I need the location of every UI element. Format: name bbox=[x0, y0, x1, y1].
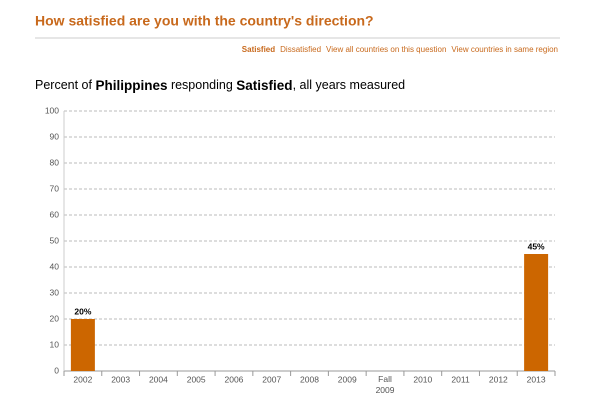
y-tick-label: 100 bbox=[45, 105, 59, 115]
subtitle-part: Satisfied bbox=[236, 78, 292, 93]
x-tick-label: 2008 bbox=[300, 374, 319, 384]
y-tick-label: 60 bbox=[50, 209, 60, 219]
bar bbox=[524, 254, 549, 371]
subtitle-part: , all years measured bbox=[293, 78, 406, 92]
chart-subtitle: Percent of Philippines responding Satisf… bbox=[35, 78, 405, 93]
bar bbox=[70, 319, 95, 371]
x-tick-label: 2006 bbox=[225, 374, 244, 384]
x-tick-label: 2010 bbox=[413, 374, 432, 384]
value-label: 45% bbox=[528, 241, 545, 251]
nav-link[interactable]: Dissatisfied bbox=[280, 45, 321, 54]
nav-link[interactable]: View all countries on this question bbox=[326, 45, 446, 54]
subtitle-part: Philippines bbox=[95, 78, 167, 93]
x-tick-label: 2013 bbox=[527, 374, 546, 384]
x-tick-label: 2009 bbox=[338, 374, 357, 384]
nav-link[interactable]: Satisfied bbox=[242, 45, 275, 54]
x-tick-label: 2012 bbox=[489, 374, 508, 384]
x-tick-label: 2005 bbox=[187, 374, 206, 384]
x-tick-label: 2011 bbox=[451, 374, 470, 384]
x-tick-label: 2004 bbox=[149, 374, 168, 384]
y-tick-label: 0 bbox=[54, 365, 59, 375]
y-tick-label: 10 bbox=[50, 339, 60, 349]
value-label: 20% bbox=[74, 306, 91, 316]
y-tick-label: 20 bbox=[50, 313, 60, 323]
y-tick-label: 50 bbox=[50, 235, 60, 245]
x-tick-label: 2002 bbox=[73, 374, 92, 384]
subtitle-part: responding bbox=[167, 78, 236, 92]
nav-link[interactable]: View countries in same region bbox=[451, 45, 558, 54]
x-tick-label: 2007 bbox=[262, 374, 281, 384]
plot: 0 10 20 30 40 50 60 70 80 90 100 2002 20% 2003 2004 200… bbox=[45, 105, 556, 395]
y-tick-label: 80 bbox=[50, 157, 60, 167]
x-tick-label: 2003 bbox=[111, 374, 130, 384]
y-tick-label: 70 bbox=[50, 183, 60, 193]
y-tick-label: 30 bbox=[50, 287, 60, 297]
nav: View countries in same region View all co… bbox=[242, 45, 558, 54]
subtitle-part: Percent of bbox=[35, 78, 95, 92]
page-title: How satisfied are you with the country's… bbox=[35, 13, 374, 29]
x-tick-label: Fall 2009 bbox=[376, 374, 395, 395]
y-tick-label: 40 bbox=[50, 261, 60, 271]
y-tick-label: 90 bbox=[50, 131, 60, 141]
